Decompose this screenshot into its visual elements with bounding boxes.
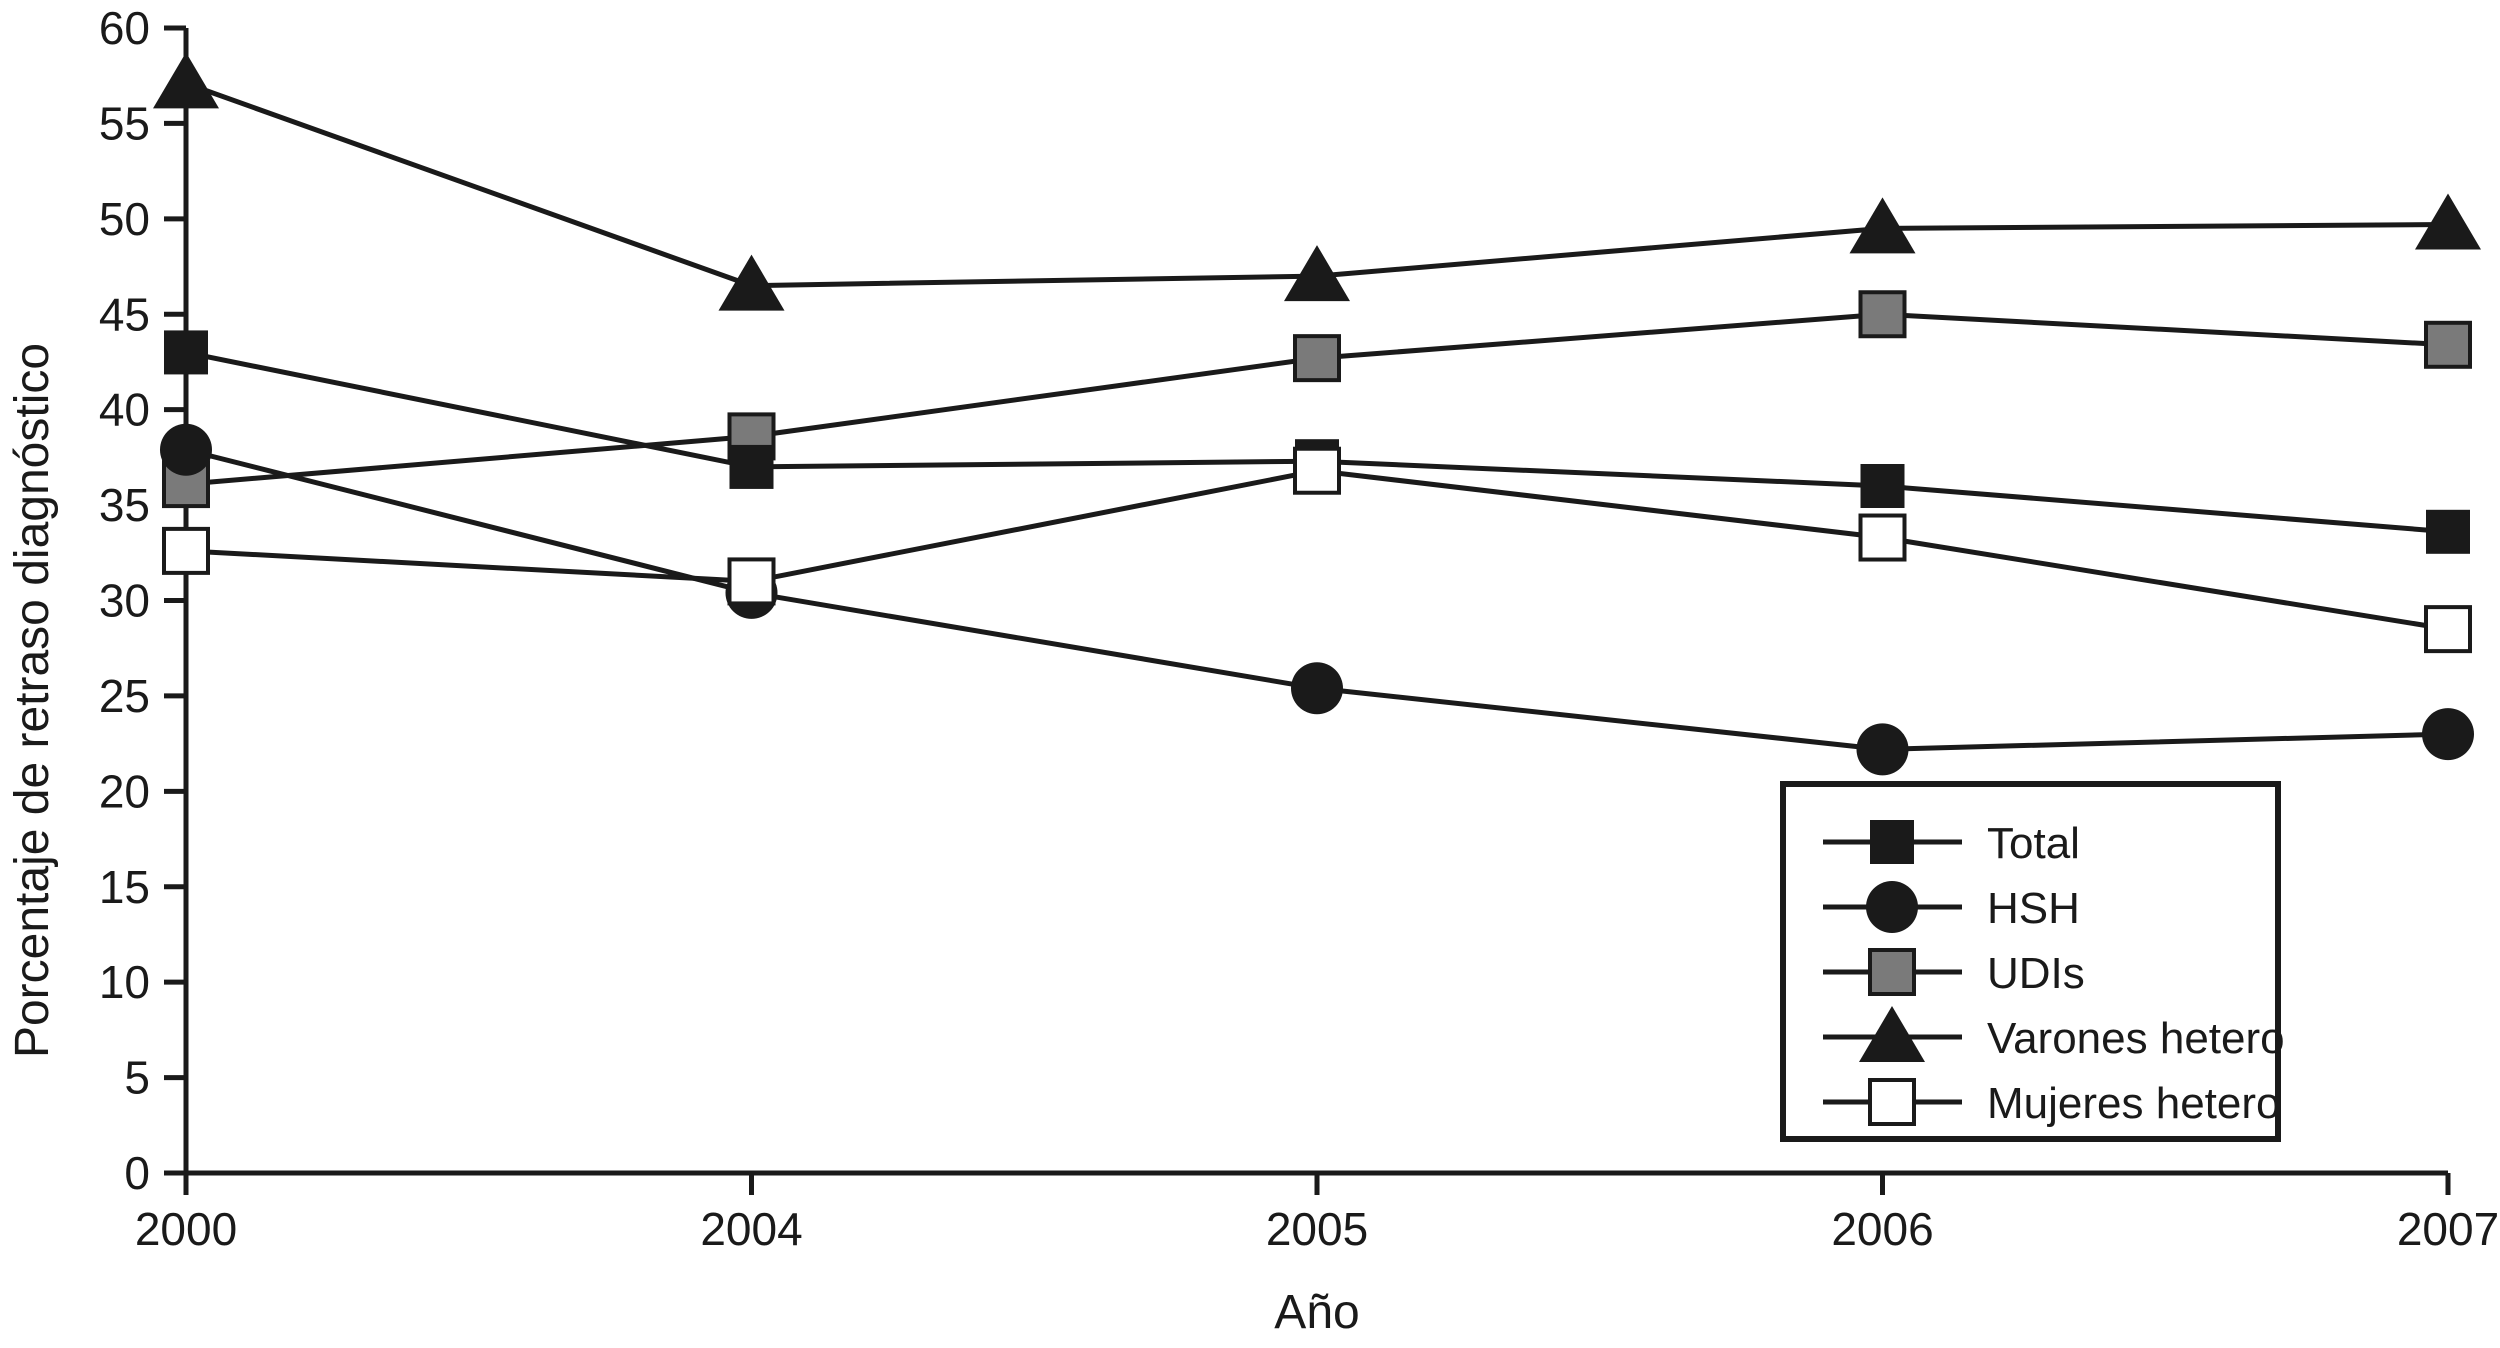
marker-varones-hetero [1849,197,1916,254]
y-axis-title: Porcentaje de retraso diagnóstico [6,343,59,1058]
marker-hsh [1291,662,1343,715]
marker-udis [2424,320,2472,369]
marker-total [729,444,774,489]
y-tick-label: 15 [99,861,150,913]
x-tick-label: 2004 [700,1203,802,1255]
y-tick-label: 30 [99,575,150,627]
marker-varones-hetero [1284,245,1350,302]
legend-box [1780,781,2281,1142]
legend-swatch-hsh [1866,881,1918,933]
legend-swatch-udis [1868,948,1916,996]
y-tick-label: 45 [99,288,150,340]
series-mujeres-hetero [162,446,2472,654]
legend-swatch-total [1870,820,1914,864]
legend-swatch-mujeres-hetero [1868,1078,1916,1126]
y-tick-label: 55 [99,97,150,149]
marker-total [2426,509,2470,554]
marker-mujeres-hetero [1293,446,1341,495]
marker-hsh [160,423,212,476]
y-tick-label: 20 [99,765,150,817]
marker-varones-hetero [718,254,785,311]
legend-label-varones-hetero: Varones hetero [1987,1014,2285,1063]
marker-mujeres-hetero [2424,605,2472,654]
x-axis-title: Año [1274,1286,1359,1339]
y-tick-label: 10 [99,956,150,1008]
marker-udis [1293,334,1341,383]
marker-mujeres-hetero [1858,513,1907,562]
legend-label-udis: UDIs [1987,949,2085,998]
y-tick-label: 25 [99,670,150,722]
marker-total [164,330,208,375]
marker-total [1860,464,1905,508]
y-tick-label: 35 [99,479,150,531]
marker-mujeres-hetero [162,526,210,575]
marker-udis [1858,290,1907,339]
x-tick-label: 2000 [135,1203,237,1255]
y-tick-label: 0 [124,1147,150,1199]
series-udis [162,290,2472,509]
marker-hsh [2422,708,2474,761]
y-tick-label: 60 [99,2,150,54]
marker-mujeres-hetero [727,557,776,606]
marker-varones-hetero [2415,193,2481,250]
legend-swatch-varones-hetero [1859,1006,1925,1062]
marker-varones-hetero [153,52,219,109]
x-tick-label: 2005 [1266,1203,1368,1255]
legend-label-hsh: HSH [1987,884,2080,933]
series-varones-hetero [153,52,2481,311]
legend-label-mujeres-hetero: Mujeres hetero [1987,1079,2280,1128]
y-tick-label: 50 [99,193,150,245]
x-tick-label: 2007 [2397,1203,2499,1255]
x-tick-label: 2006 [1831,1203,1933,1255]
legend: Total HSH UDIs Varones hetero Mujeres hetero [1780,781,2285,1142]
y-tick-label: 40 [99,384,150,436]
marker-hsh [1856,723,1909,776]
y-tick-label: 5 [124,1052,150,1104]
legend-label-total: Total [1987,819,2080,868]
